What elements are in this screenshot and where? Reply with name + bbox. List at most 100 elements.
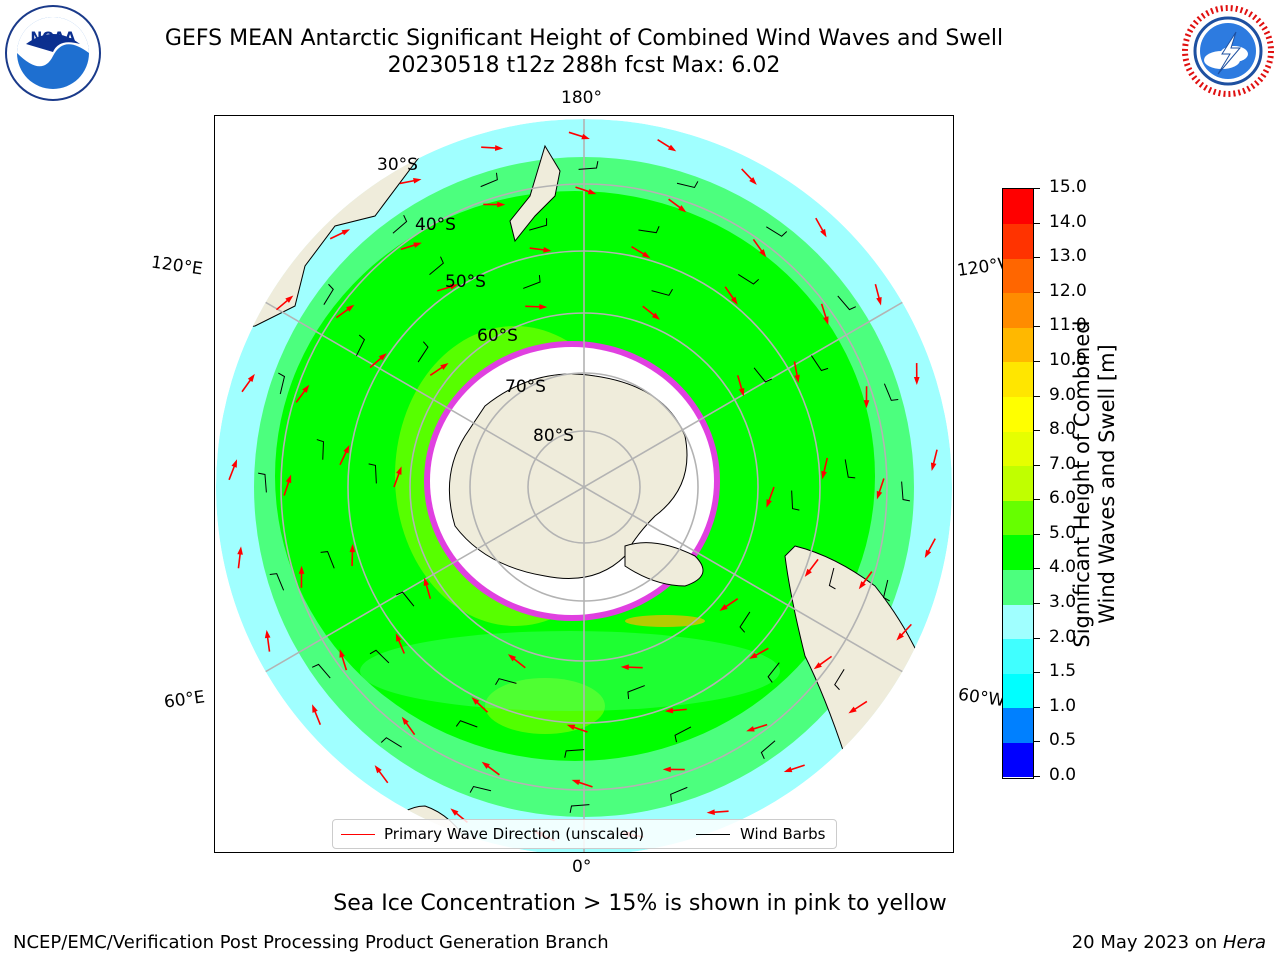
wave-arrow-head bbox=[285, 295, 294, 303]
wave-arrow-head bbox=[401, 716, 409, 725]
wave-arrow-head bbox=[349, 544, 356, 553]
wave-arrow bbox=[861, 571, 873, 585]
colorbar-segment bbox=[1003, 327, 1033, 363]
wind-barb bbox=[834, 669, 845, 691]
wave-zone-5-6m-b bbox=[485, 678, 605, 734]
wave-arrow-head bbox=[343, 444, 350, 454]
wind-barb bbox=[258, 472, 267, 493]
colorbar-tick-mark bbox=[1034, 672, 1040, 674]
wave-arrow-head bbox=[571, 779, 581, 786]
colorbar bbox=[1002, 188, 1034, 779]
credit-right: 20 May 2023 on Hera bbox=[1072, 932, 1266, 953]
wind-barb bbox=[236, 640, 253, 657]
antarctic-peninsula bbox=[624, 542, 704, 587]
wind-barb bbox=[223, 362, 231, 384]
colorbar-tick-mark bbox=[1034, 360, 1040, 362]
wave-arrow-head bbox=[749, 177, 757, 185]
wave-arrow bbox=[642, 305, 656, 317]
wave-arrow bbox=[329, 231, 345, 240]
wind-barb bbox=[269, 573, 285, 591]
wave-arrow-head bbox=[759, 249, 767, 258]
wind-barb bbox=[627, 685, 645, 700]
colorbar-tick-mark bbox=[1034, 499, 1040, 501]
colorbar-tick-label: 2.0 bbox=[1049, 626, 1077, 647]
noaa-logo-icon: NOAA bbox=[5, 5, 101, 101]
wave-arrow-head bbox=[587, 188, 597, 195]
antarctica bbox=[448, 373, 688, 579]
wave-arrow bbox=[577, 781, 593, 788]
colorbar-tick-mark bbox=[1034, 568, 1040, 570]
wave-arrow bbox=[626, 666, 643, 669]
wind-barb bbox=[392, 214, 408, 234]
wind-barb bbox=[216, 551, 221, 569]
wave-arrow bbox=[926, 538, 936, 554]
colorbar-ticks: 0.0 0.5 1.0 1.5 2.0 3.0 4.0 5.0 6.0 7.0 8.0 9.0 10.0… bbox=[1034, 177, 1114, 785]
colorbar-segment bbox=[1003, 258, 1033, 294]
colorbar-segment bbox=[1003, 223, 1033, 259]
credit-host: Hera bbox=[1222, 932, 1266, 953]
wind-barb bbox=[837, 295, 857, 311]
wave-arrow-head bbox=[450, 808, 459, 816]
wind-barb bbox=[564, 749, 585, 758]
wave-arrow bbox=[818, 655, 833, 667]
colorbar-tick-label: 7.0 bbox=[1049, 453, 1077, 474]
colorbar-tick-mark bbox=[1034, 188, 1040, 189]
wave-arrow bbox=[335, 307, 350, 319]
wave-arrow-head bbox=[396, 466, 402, 475]
colorbar-tick-mark bbox=[1034, 326, 1040, 328]
wave-arrow-head bbox=[804, 568, 812, 577]
colorbar-segment bbox=[1003, 707, 1033, 743]
wind-barb bbox=[664, 119, 686, 127]
wave-arrow bbox=[425, 583, 432, 599]
wind-barb bbox=[828, 567, 836, 590]
wave-arrow bbox=[275, 298, 290, 311]
wave-arrow bbox=[741, 168, 754, 182]
wave-arrow bbox=[753, 647, 769, 657]
wave-arrow bbox=[853, 700, 868, 711]
lon-label-0: 0° bbox=[572, 857, 592, 877]
credit-left: NCEP/EMC/Verification Post Processing Pr… bbox=[13, 932, 609, 953]
wind-barb bbox=[670, 786, 688, 802]
wave-arrow bbox=[397, 638, 406, 654]
wave-arrow-head bbox=[913, 376, 920, 386]
wave-arrow-head bbox=[395, 633, 402, 642]
legend-wave-label: Primary Wave Direction (unscaled) bbox=[384, 825, 645, 843]
wave-arrow-head bbox=[341, 229, 351, 236]
wind-barb bbox=[356, 334, 366, 357]
wind-barb bbox=[316, 439, 325, 460]
wave-arrow-head bbox=[896, 632, 904, 641]
legend: Primary Wave Direction (unscaled) Wind B… bbox=[332, 819, 837, 849]
wave-arrow bbox=[752, 238, 764, 253]
wave-arrow bbox=[878, 478, 885, 494]
wave-arrow-head bbox=[440, 363, 449, 370]
wave-arrow bbox=[670, 708, 687, 712]
wind-barb bbox=[766, 226, 788, 237]
wave-arrow-head bbox=[481, 761, 490, 769]
wind-barb bbox=[901, 481, 910, 502]
colorbar-segment bbox=[1003, 361, 1033, 398]
wave-arrow bbox=[807, 558, 819, 573]
wave-arrow bbox=[529, 247, 546, 251]
wind-barb bbox=[529, 218, 548, 231]
wave-arrow-head bbox=[339, 649, 345, 658]
wave-arrow-head bbox=[858, 581, 866, 590]
wave-arrow-head bbox=[876, 296, 882, 306]
wave-arrow bbox=[568, 131, 585, 138]
colorbar-tick-label: 15.0 bbox=[1049, 177, 1087, 197]
wind-barb bbox=[767, 662, 780, 683]
colorbar-tick-label: 11.0 bbox=[1049, 315, 1087, 336]
wind-barb bbox=[933, 360, 949, 378]
wave-arrow bbox=[572, 725, 588, 733]
colorbar-label: Significant Height of Combined Wind Wave… bbox=[1070, 284, 1120, 684]
colorbar-tick-label: 10.0 bbox=[1049, 349, 1087, 370]
wind-barb bbox=[676, 181, 699, 189]
noaa-logo-text: NOAA bbox=[31, 30, 76, 46]
wind-barb bbox=[578, 161, 599, 170]
wave-arrow-head bbox=[821, 470, 827, 480]
colorbar-tick-mark bbox=[1034, 533, 1040, 535]
wind-barb bbox=[479, 119, 497, 130]
wave-arrow-head bbox=[746, 726, 755, 732]
wave-arrow-head bbox=[930, 462, 937, 472]
wave-arrow-head bbox=[820, 228, 827, 238]
colorbar-tick-label: 1.5 bbox=[1049, 661, 1077, 682]
